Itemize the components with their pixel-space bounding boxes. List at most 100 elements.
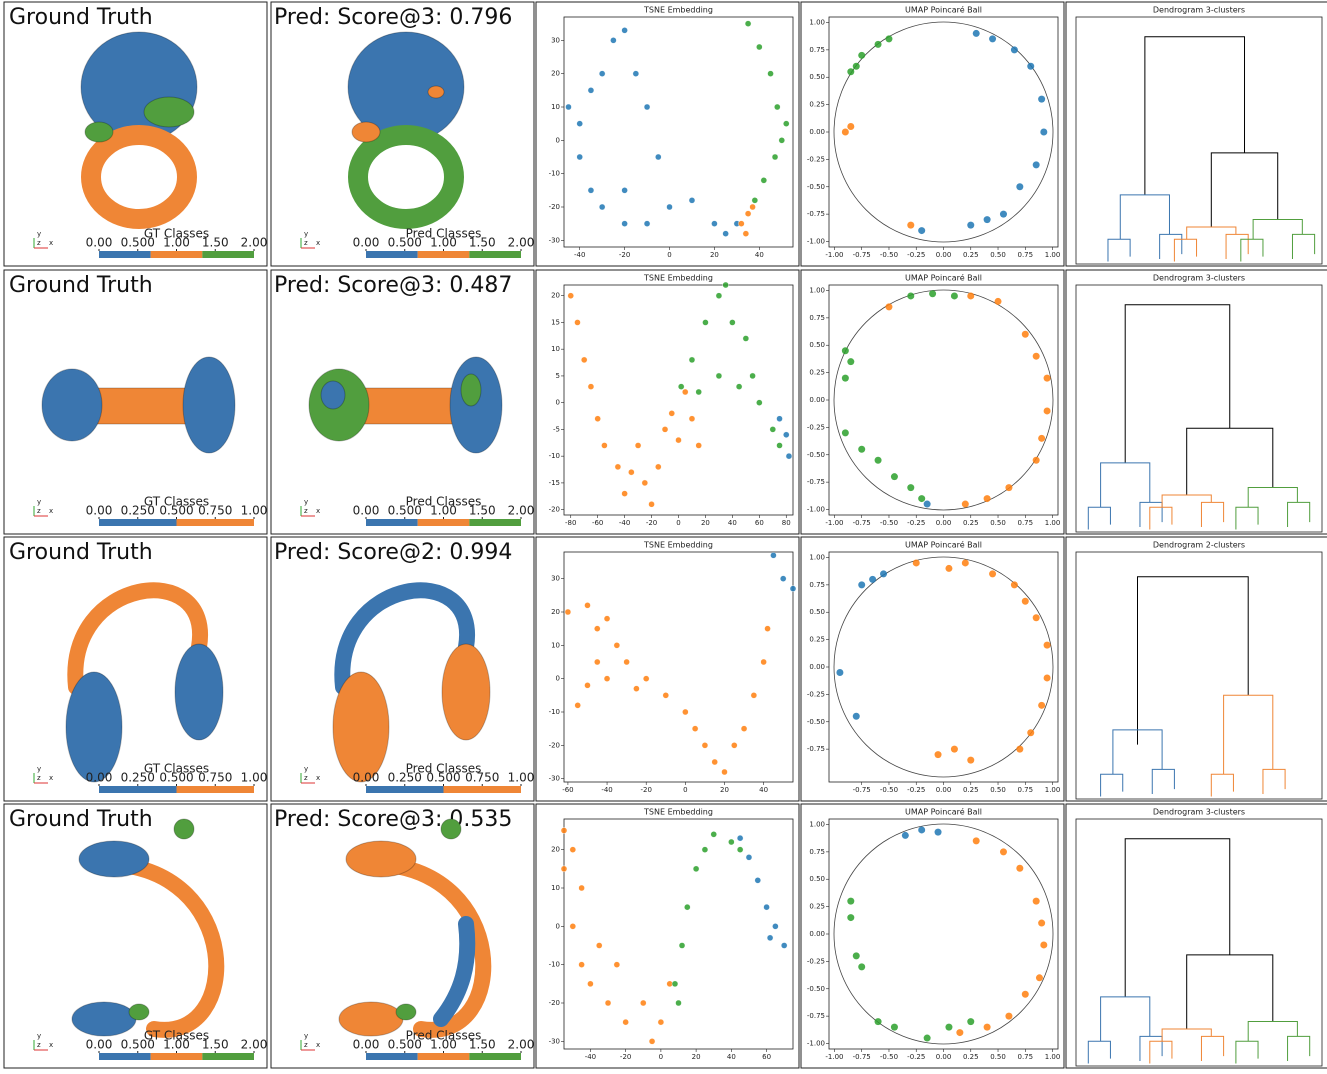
- x-tick-label: 60: [762, 1053, 771, 1061]
- dendrogram-link: [1112, 729, 1163, 775]
- scatter-point: [576, 120, 583, 127]
- colorbar-tick-label: 2.00: [508, 1038, 535, 1052]
- x-tick-label: -20: [620, 1053, 631, 1061]
- y-tick-label: 0.25: [809, 636, 825, 644]
- x-tick-label: -1.00: [825, 519, 843, 527]
- panel-border: [1065, 803, 1327, 1069]
- triad-label: z: [37, 1041, 41, 1049]
- y-tick-label: 0.50: [809, 875, 825, 883]
- scatter-point: [885, 303, 893, 311]
- scatter-point: [874, 1018, 882, 1026]
- x-tick-label: -0.50: [880, 519, 898, 527]
- render-part: [395, 1003, 417, 1021]
- colorbar-segment: [99, 519, 177, 526]
- render-part: [427, 85, 445, 99]
- colorbar-tick-label: 1.00: [241, 771, 268, 785]
- scatter-point: [745, 854, 753, 861]
- scatter-point: [722, 230, 729, 237]
- colorbar-tick-label: 0.00: [86, 1038, 113, 1052]
- scatter-point: [934, 751, 942, 759]
- panel-border: [1065, 269, 1327, 535]
- y-tick-label: -30: [549, 775, 560, 783]
- scatter-point: [574, 319, 581, 326]
- scatter-point: [760, 658, 767, 666]
- poincare-boundary: [833, 556, 1054, 778]
- panel-border: [800, 1, 1065, 267]
- scatter-point: [983, 1023, 991, 1031]
- colorbar-segment: [469, 519, 521, 526]
- scatter-point: [744, 210, 752, 217]
- scatter-point: [614, 463, 622, 471]
- scatter-point: [710, 831, 717, 838]
- scatter-point: [1005, 484, 1013, 492]
- x-tick-label: 1.00: [1045, 519, 1061, 527]
- y-tick-label: -5: [553, 425, 560, 433]
- render-part: [338, 1001, 404, 1037]
- y-tick-label: 1.00: [809, 820, 825, 828]
- scatter-point: [711, 220, 718, 227]
- y-tick-label: 0.00: [809, 128, 825, 136]
- scatter-point: [836, 668, 844, 676]
- x-tick-label: -40: [574, 251, 585, 259]
- scatter-point: [901, 831, 909, 839]
- x-tick-label: 0.25: [963, 786, 979, 794]
- scatter-point: [841, 429, 849, 437]
- x-tick-label: 1.00: [1045, 251, 1061, 259]
- chart-title: UMAP Poincaré Ball: [905, 807, 982, 817]
- scatter-point: [934, 828, 942, 836]
- scatter-point: [1010, 46, 1018, 54]
- triad-label: x: [316, 774, 320, 782]
- panel-border: [800, 536, 1065, 802]
- panel-border: [3, 803, 268, 1069]
- scatter-point: [783, 431, 790, 438]
- scatter-point: [967, 221, 975, 229]
- x-tick-label: 0.75: [1017, 251, 1033, 259]
- scatter-point: [890, 473, 898, 481]
- plot-frame: [1075, 818, 1323, 1067]
- scatter-point: [1040, 128, 1048, 136]
- dendrogram-link: [1247, 1021, 1298, 1042]
- scatter-point: [774, 103, 781, 111]
- colorbar-tick-label: 1.50: [469, 504, 496, 518]
- x-tick-label: -0.25: [907, 519, 925, 527]
- colorbar-tick-label: 0.00: [86, 504, 113, 518]
- y-tick-label: -10: [549, 961, 560, 969]
- colorbar-title: GT Classes: [144, 1029, 209, 1043]
- x-tick-label: 0: [659, 1053, 663, 1061]
- render-part: [433, 916, 476, 1027]
- dendrogram-link: [1087, 1040, 1111, 1064]
- colorbar-title: GT Classes: [144, 762, 209, 776]
- dendrogram-title: Dendrogram 3-clusters: [1153, 274, 1245, 283]
- render-part: [84, 121, 114, 143]
- scatter-point: [655, 463, 662, 471]
- dendrogram-link: [1151, 768, 1175, 795]
- scatter-point: [1010, 581, 1018, 589]
- panel-border: [270, 269, 535, 535]
- scatter-point: [918, 826, 926, 834]
- scatter-point: [742, 335, 750, 342]
- colorbar-tick-label: 0.00: [86, 771, 113, 785]
- scatter-point: [945, 564, 953, 572]
- panel-border: [3, 269, 268, 535]
- scatter-point: [622, 1018, 629, 1026]
- x-tick-label: 0: [667, 251, 671, 259]
- triad-label: x: [316, 239, 320, 247]
- scatter-point: [847, 123, 855, 131]
- scatter-point: [574, 702, 581, 709]
- x-tick-label: 0.75: [1017, 1053, 1033, 1061]
- y-tick-label: -0.75: [807, 478, 825, 486]
- scatter-point: [1040, 941, 1048, 949]
- scatter-point: [1032, 897, 1040, 905]
- x-tick-label: 20: [692, 1053, 701, 1061]
- x-tick-label: 0.50: [990, 786, 1006, 794]
- scatter-point: [763, 903, 770, 911]
- panel-border: [535, 1, 800, 267]
- scatter-point: [648, 501, 655, 508]
- scatter-point: [682, 708, 689, 716]
- scatter-point: [1038, 95, 1046, 103]
- panel-title: Pred: Score@2: 0.994: [274, 540, 512, 565]
- dendrogram-link: [1137, 576, 1249, 745]
- triad-label: z: [304, 774, 308, 782]
- y-tick-label: 0.75: [809, 848, 825, 856]
- scatter-point: [621, 490, 628, 497]
